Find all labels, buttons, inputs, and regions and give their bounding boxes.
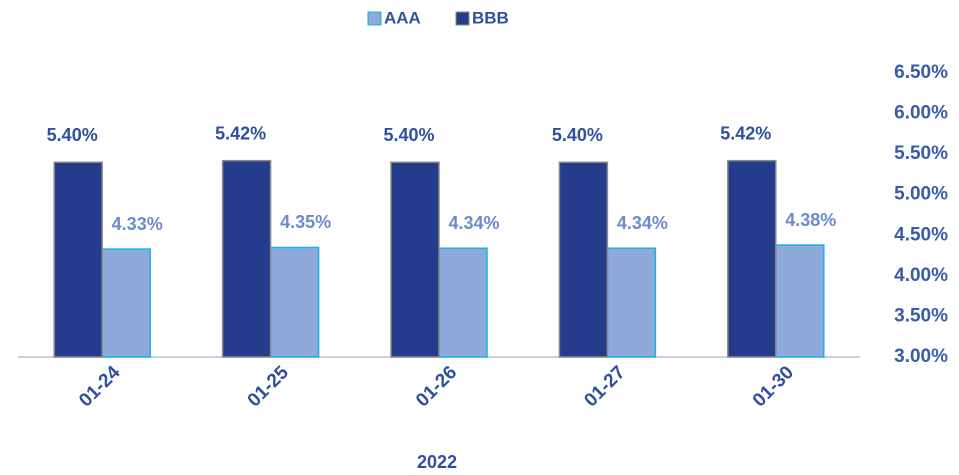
x-tick-label: 01-24	[75, 362, 125, 412]
y-tick-label: 5.50%	[894, 143, 948, 164]
data-label: 5.40%	[47, 125, 98, 145]
legend-swatch	[367, 11, 382, 26]
legend-swatch	[455, 11, 470, 26]
x-axis-label: 2022	[417, 452, 457, 472]
data-label: 4.34%	[448, 213, 499, 233]
y-tick-label: 3.50%	[894, 305, 948, 326]
data-label: 4.38%	[785, 210, 836, 230]
bar	[390, 161, 440, 358]
x-tick-label: 01-25	[244, 362, 294, 412]
data-label: 5.42%	[720, 123, 771, 143]
y-tick-label: 6.50%	[894, 62, 948, 83]
bar	[269, 246, 320, 358]
y-tick-label: 4.00%	[894, 265, 948, 286]
data-label: 5.40%	[383, 125, 434, 145]
bar	[221, 159, 272, 358]
bar	[558, 161, 609, 358]
bar	[53, 161, 103, 358]
data-label: 4.35%	[280, 212, 331, 232]
x-tick-label: 01-30	[749, 362, 798, 411]
y-tick-label: 5.00%	[894, 184, 948, 205]
legend-label: BBB	[472, 8, 509, 27]
y-tick-label: 4.50%	[894, 224, 948, 245]
legend-label: AAA	[384, 8, 421, 27]
x-tick-label: 01-27	[580, 362, 629, 411]
data-label: 5.40%	[552, 125, 603, 145]
y-tick-label: 6.00%	[894, 103, 948, 124]
bar	[101, 248, 151, 358]
data-label: 4.33%	[112, 214, 163, 234]
bar	[438, 247, 488, 358]
data-label: 5.42%	[215, 123, 266, 143]
bar	[775, 244, 825, 358]
data-label: 4.34%	[617, 213, 668, 233]
bar	[606, 247, 657, 358]
bar	[727, 159, 777, 358]
y-tick-label: 3.00%	[894, 346, 948, 367]
x-tick-label: 01-26	[412, 362, 461, 411]
